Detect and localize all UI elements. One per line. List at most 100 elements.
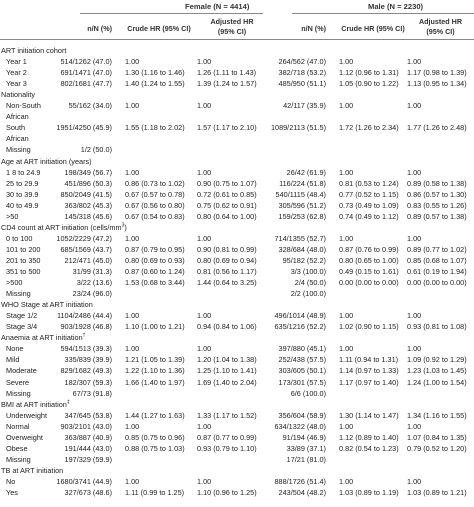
- male-nn-cell: 42/117 (35.9): [283, 101, 326, 111]
- male-crude-hr-cell: 1.00: [339, 344, 354, 354]
- label-text: Stage 1/2: [6, 311, 38, 321]
- label-text: 351 to 500: [6, 267, 41, 276]
- female-crude-hr-cell: 1.22 (1.10 to 1.36): [125, 366, 185, 376]
- female-crude-hr-cell: 0.88 (0.75 to 1.03): [125, 443, 185, 453]
- female-crude-hr-cell: 0.86 (0.73 to 1.02): [125, 178, 185, 188]
- male-adjusted-hr-cell: 0.89 (0.58 to 1.38): [407, 178, 467, 188]
- label-text: 1 8 to 24.9: [6, 167, 41, 177]
- table-row: None 594/1513 (39.3) 1.00 1.00 397/880 (45.1…: [0, 343, 474, 354]
- female-adjusted-hr-cell: 1.00: [197, 421, 212, 431]
- row-label: Normal: [6, 421, 30, 432]
- label-text: 25 to 29.9: [6, 178, 39, 188]
- label-text: CD4 count at ART initiation (cells/mm: [1, 222, 122, 232]
- label-text: 40 to 49.9: [6, 200, 39, 210]
- female-crude-hr-cell: 1.44 (1.27 to 1.63): [125, 410, 185, 420]
- male-adjusted-hr-cell: 0.85 (0.68 to 1.07): [407, 255, 467, 265]
- male-adjusted-hr-cell: 1.00: [407, 57, 422, 67]
- female-adjusted-hr-cell: 1.00: [197, 101, 212, 111]
- female-adjusted-hr-cell: 1.44 (0.64 to 3.25): [197, 278, 257, 288]
- male-nn-cell: 26/42 (61.9): [286, 167, 326, 177]
- male-crude-hr-cell: 0.87 (0.76 to 0.99): [339, 244, 399, 254]
- male-nn-cell: 95/182 (52.2): [282, 255, 326, 265]
- male-crude-hr-cell: 1.00: [339, 421, 354, 431]
- table-row: Year 2 691/1471 (47.0) 1.30 (1.16 to 1.46)…: [0, 67, 474, 78]
- male-crude-hr-cell: 1.00: [339, 233, 354, 243]
- male-adjusted-hr-cell: 1.24 (1.00 to 1.54): [407, 377, 467, 387]
- female-nn-cell: 850/2049 (41.5): [60, 189, 112, 199]
- male-nn-cell: 634/1322 (48.0): [274, 421, 326, 431]
- female-adjusted-hr-cell: 0.94 (0.84 to 1.06): [197, 322, 257, 332]
- male-crude-hr-cell: 0.82 (0.54 to 1.23): [339, 443, 399, 453]
- label-text: 30 to 39.9: [6, 189, 39, 199]
- female-adjusted-hr-cell: 1.00: [197, 311, 212, 321]
- section-label: BMI at ART initiation‡: [1, 399, 70, 410]
- male-nn-cell: 6/6 (100.0): [290, 388, 326, 398]
- female-adjusted-hr-cell: 0.93 (0.79 to 1.10): [197, 443, 257, 453]
- section-label: WHO Stage at ART initiation: [1, 299, 93, 310]
- female-crude-hr-cell: 1.00: [125, 233, 140, 243]
- label-text: Severe: [6, 377, 30, 387]
- female-adjusted-hr-cell: 1.00: [197, 233, 212, 243]
- male-crude-hr-cell: 0.81 (0.53 to 1.24): [339, 178, 399, 188]
- row-label: Non-South: [6, 100, 41, 111]
- male-crude-hr-cell: 1.72 (1.26 to 2.34): [339, 123, 399, 133]
- female-crude-hr-cell: 0.87 (0.60 to 1.24): [125, 267, 185, 276]
- label-text: BMI at ART initiation: [1, 399, 67, 409]
- row-label: Missing: [6, 144, 31, 155]
- male-crude-hr-cell: 0.73 (0.49 to 1.09): [339, 200, 399, 210]
- male-crude-hr-cell: 1.00: [339, 167, 354, 177]
- female-crude-hr-cell: 1.00: [125, 167, 140, 177]
- male-nn-cell: 888/1726 (51.4): [274, 476, 326, 486]
- female-adjusted-hr-cell: 1.00: [197, 476, 212, 486]
- table-row: Moderate 829/1682 (49.3) 1.22 (1.10 to 1.3…: [0, 365, 474, 376]
- male-adjusted-hr-cell: 0.83 (0.55 to 1.26): [407, 200, 467, 210]
- female-nn-cell: 191/444 (43.0): [64, 443, 112, 453]
- male-adjusted-hr-cell: 1.34 (1.16 to 1.55): [407, 410, 467, 420]
- female-adjusted-hr-cell: 0.87 (0.77 to 0.99): [197, 432, 257, 442]
- male-nn-cell: 243/504 (48.2): [278, 488, 326, 497]
- female-crude-hr-cell: 1.00: [125, 101, 140, 111]
- female-nn-cell: 182/307 (59.3): [64, 377, 112, 387]
- label-text: Moderate: [6, 366, 37, 376]
- female-adjusted-hr-cell: 0.80 (0.69 to 0.94): [197, 255, 257, 265]
- male-nn-cell: 397/880 (45.1): [278, 344, 326, 354]
- label-superscript: †: [82, 332, 86, 339]
- male-adjusted-hr-cell: 1.00: [407, 421, 422, 431]
- row-label: 101 to 200: [6, 244, 41, 255]
- table-section-heading: Age at ART initiation (years): [0, 156, 474, 167]
- male-crude-hr-cell: 1.03 (0.89 to 1.19): [339, 488, 399, 497]
- male-nn-cell: 91/194 (46.9): [282, 432, 326, 442]
- table-row: Yes 327/673 (48.6) 1.11 (0.99 to 1.25) 1.10…: [0, 487, 474, 498]
- female-nn-cell: 514/1262 (47.0): [60, 57, 112, 67]
- table-row: Obese 191/444 (43.0) 0.88 (0.75 to 1.03) 0.…: [0, 443, 474, 454]
- header-bottom-rule: [0, 39, 474, 40]
- male-crude-hr-cell: 1.02 (0.90 to 1.15): [339, 322, 399, 332]
- male-group-rule: [292, 13, 474, 14]
- row-label: 25 to 29.9: [6, 178, 38, 189]
- table-row: 201 to 350 212/471 (45.0) 0.80 (0.69 to 0.…: [0, 255, 474, 266]
- table-section-heading: ART initiation cohort: [0, 45, 474, 56]
- male-nn-cell: 2/4 (50.0): [294, 278, 326, 288]
- table-row: Normal 903/2101 (43.0) 1.00 1.00 634/1322 (4…: [0, 421, 474, 432]
- female-nn-cell: 327/673 (48.6): [64, 488, 112, 497]
- female-adjusted-hr-cell: 1.25 (1.10 to 1.41): [197, 366, 257, 376]
- male-crude-hr-cell: 1.12 (0.96 to 1.31): [339, 68, 399, 78]
- female-crude-hr-cell: 1.40 (1.24 to 1.55): [125, 79, 185, 89]
- female-crude-hr-cell: 1.00: [125, 57, 140, 67]
- table-row: 351 to 500 31/99 (31.3) 0.87 (0.60 to 1.24…: [0, 266, 474, 277]
- label-text: ART initiation cohort: [1, 46, 67, 55]
- row-label: 0 to 100: [6, 233, 32, 244]
- male-nn-cell: 264/562 (47.0): [278, 57, 326, 67]
- table-row: Severe 182/307 (59.3) 1.66 (1.40 to 1.97) 1…: [0, 377, 474, 388]
- table-section-heading: TB at ART initiation: [0, 465, 474, 476]
- male-nn-cell: 635/1216 (52.2): [274, 322, 326, 332]
- male-crude-hr-cell: 1.12 (0.89 to 1.40): [339, 432, 399, 442]
- row-label: >50: [6, 211, 18, 222]
- row-label: Stage 1/2: [6, 310, 37, 321]
- female-adjusted-hr-cell: 1.39 (1.24 to 1.57): [197, 79, 257, 89]
- female-nn-cell: 1951/4250 (45.9): [56, 123, 112, 133]
- male-crude-hr-cell: 0.77 (0.52 to 1.15): [339, 189, 399, 199]
- section-label: Anaemia at ART initiation†: [1, 332, 85, 343]
- male-adjusted-hr-cell: 1.17 (0.98 to 1.39): [407, 68, 467, 78]
- female-adjusted-hr-cell: 0.81 (0.56 to 1.17): [197, 267, 257, 276]
